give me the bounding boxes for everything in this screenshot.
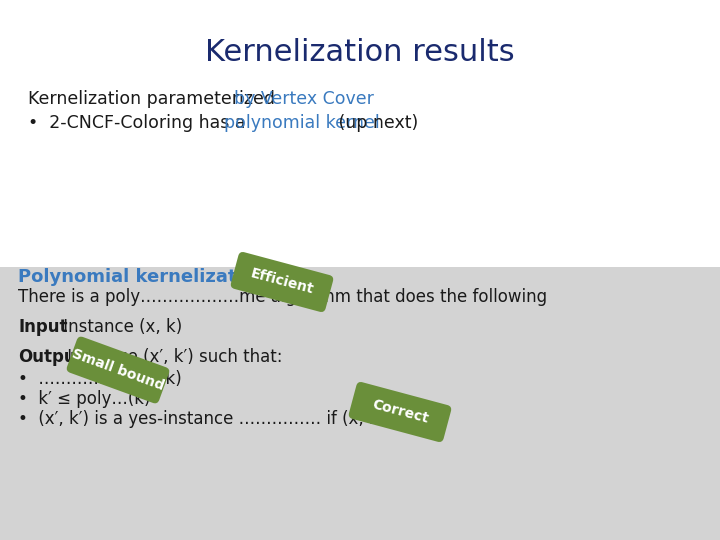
Text: Instance (x′, k′) such that:: Instance (x′, k′) such that: — [62, 348, 282, 366]
Text: polynomial kernel: polynomial kernel — [224, 114, 379, 132]
Text: Correct: Correct — [370, 398, 430, 426]
Text: Polynomial kernelization: Polynomial kernelization — [18, 268, 268, 286]
Text: (up next): (up next) — [333, 114, 418, 132]
Text: •  2-CNCF-Coloring has a: • 2-CNCF-Coloring has a — [28, 114, 251, 132]
Text: Output: Output — [18, 348, 84, 366]
Bar — [0, 0, 720, 267]
Text: Input: Input — [18, 318, 68, 336]
Text: by Vertex Cover: by Vertex Cover — [234, 90, 374, 108]
Text: Small bound: Small bound — [70, 347, 166, 393]
Text: •  (x′, k′) is a yes-instance …………… if (x, k) is: • (x′, k′) is a yes-instance …………… if (x… — [18, 410, 404, 428]
FancyBboxPatch shape — [67, 336, 169, 403]
Text: Kernelization results: Kernelization results — [205, 38, 515, 67]
Text: There is a poly………………me algorithm that does the following: There is a poly………………me algorithm that d… — [18, 288, 547, 306]
FancyBboxPatch shape — [348, 382, 451, 442]
Bar — [0, 267, 720, 540]
Text: •  k′ ≤ poly…(k): • k′ ≤ poly…(k) — [18, 390, 150, 408]
Text: Instance (x, k): Instance (x, k) — [58, 318, 182, 336]
Text: Kernelization parameterized: Kernelization parameterized — [28, 90, 281, 108]
Text: Efficient: Efficient — [249, 267, 315, 297]
Text: •  ………………… (k): • ………………… (k) — [18, 370, 181, 388]
FancyBboxPatch shape — [231, 252, 333, 312]
